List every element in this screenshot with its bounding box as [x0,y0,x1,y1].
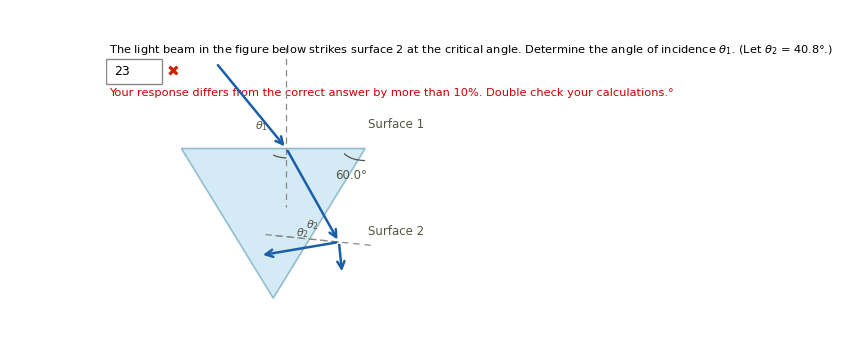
Text: Surface 2: Surface 2 [368,225,424,238]
Text: 60.0°: 60.0° [335,169,368,182]
Text: Your response differs from the correct answer by more than 10%. Double check you: Your response differs from the correct a… [109,88,674,99]
Text: $\theta_2$: $\theta_2$ [306,218,319,231]
FancyBboxPatch shape [106,59,162,84]
Text: The light beam in the figure below strikes surface 2 at the critical angle. Dete: The light beam in the figure below strik… [109,43,833,57]
Text: ✖: ✖ [166,64,179,79]
Text: 23: 23 [114,65,130,78]
Text: Surface 1: Surface 1 [368,118,424,131]
Text: $\theta_2$: $\theta_2$ [296,227,309,240]
Polygon shape [181,149,365,298]
Text: $\theta_1$: $\theta_1$ [255,119,268,133]
